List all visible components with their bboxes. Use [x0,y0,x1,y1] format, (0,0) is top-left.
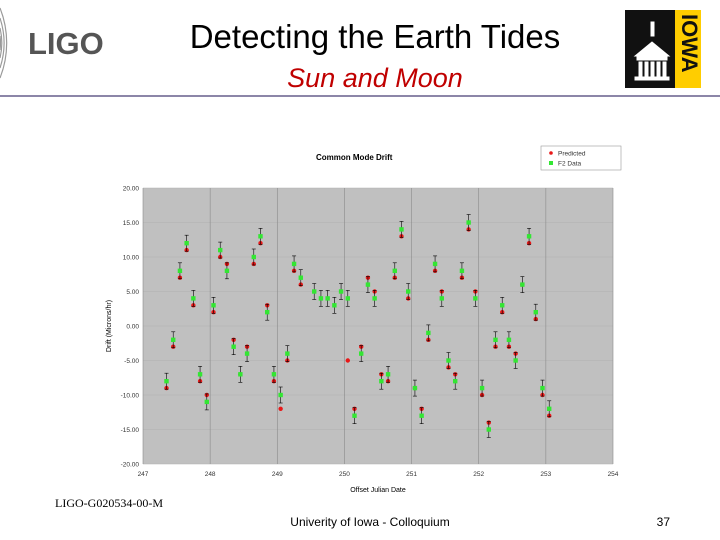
x-tick-label: 248 [205,471,216,478]
data-point [453,379,458,384]
x-tick-label: 249 [272,471,283,478]
data-point [285,351,290,356]
data-point [171,337,176,342]
data-point [184,241,189,246]
y-tick-label: 0.00 [126,324,139,331]
data-point [298,275,303,280]
document-id: LIGO-G020534-00-M [55,496,163,510]
y-tick-label: 15.00 [123,220,140,227]
data-point [312,289,317,294]
y-tick-label: 10.00 [123,255,140,262]
y-tick-label: -20.00 [121,462,140,469]
data-point [547,406,552,411]
data-point [197,372,203,377]
data-point [486,427,491,432]
data-point [520,282,525,287]
slide-title: Detecting the Earth Tides [189,18,561,55]
y-tick-label: 20.00 [123,186,140,193]
x-tick-label: 253 [540,471,551,478]
x-tick-label: 250 [339,471,350,478]
data-point [318,296,324,301]
data-point [291,261,297,267]
data-point [164,379,169,384]
data-point [399,227,404,232]
data-point [325,296,330,301]
page-number: 37 [656,515,670,529]
data-point [392,268,397,273]
header-rule [0,95,720,97]
data-point [218,247,223,253]
legend-predicted-marker [549,151,553,155]
f2-data-series [164,220,552,432]
x-tick-label: 251 [406,471,417,478]
data-point [439,296,444,301]
data-point [432,261,438,267]
data-point [533,310,538,315]
data-point [251,254,256,260]
data-point [359,351,364,356]
slide-subtitle: Sun and Moon [287,63,463,93]
data-point [506,337,512,342]
data-point [379,379,384,384]
y-axis-label: Drift (Microns/hr) [106,300,113,352]
x-tick-label: 247 [138,471,149,478]
data-point [385,372,391,377]
data-point [332,303,337,308]
chart-title: Common Mode Drift [316,153,393,162]
x-tick-label: 252 [473,471,484,478]
data-point [352,413,357,418]
data-point [372,296,377,301]
data-point [345,296,350,301]
x-tick-label: 254 [608,471,619,478]
data-point [265,310,270,315]
footer-venue: Univerity of Iowa - Colloquium [290,515,450,529]
data-point [238,372,243,377]
y-tick-label: -10.00 [121,393,140,400]
data-point [419,413,424,418]
y-tick-labels: 20.00 15.00 10.00 5.00 0.00 -5.00 -10.00 -15.00… [121,186,140,469]
data-point [540,385,545,391]
x-axis-label: Offset Julian Date [350,487,406,494]
iowa-wordmark: IOWA [677,14,701,73]
data-point [526,234,532,239]
data-point [459,268,465,273]
legend: Predicted F2 Data [540,145,622,171]
data-point [211,303,216,308]
ligo-logo: LIGO [0,0,130,90]
data-point [258,234,263,239]
data-point [177,268,183,273]
data-point [412,385,418,391]
data-point [338,289,344,294]
data-point [473,296,478,301]
data-point [271,372,277,377]
predicted-point [278,406,283,411]
y-tick-label: -5.00 [124,358,139,365]
data-point [426,330,431,336]
data-point [191,296,196,301]
data-point [479,385,485,391]
iowa-logo: IOWA [625,10,702,88]
data-point [278,392,283,398]
ligo-wordmark: LIGO [28,26,104,61]
data-point [493,337,498,342]
legend-data-label: F2 Data [558,161,582,168]
predicted-point [345,358,350,363]
data-point [406,289,411,294]
x-tick-labels: 247 248 249 250 251 252 253 254 [138,471,619,478]
data-point [513,358,518,363]
data-point [244,351,250,356]
data-point [446,358,451,363]
y-tick-label: 5.00 [126,289,139,296]
data-point [365,282,371,287]
data-point [231,344,236,349]
common-mode-drift-chart: Common Mode Drift Predicted F2 Data 20.0… [100,140,630,500]
legend-predicted-label: Predicted [558,151,586,158]
data-point [466,220,471,225]
legend-box [540,145,622,171]
data-point [500,303,505,308]
legend-data-marker [549,161,553,165]
y-tick-label: -15.00 [121,427,140,434]
data-point [224,268,230,273]
data-point [204,399,209,405]
